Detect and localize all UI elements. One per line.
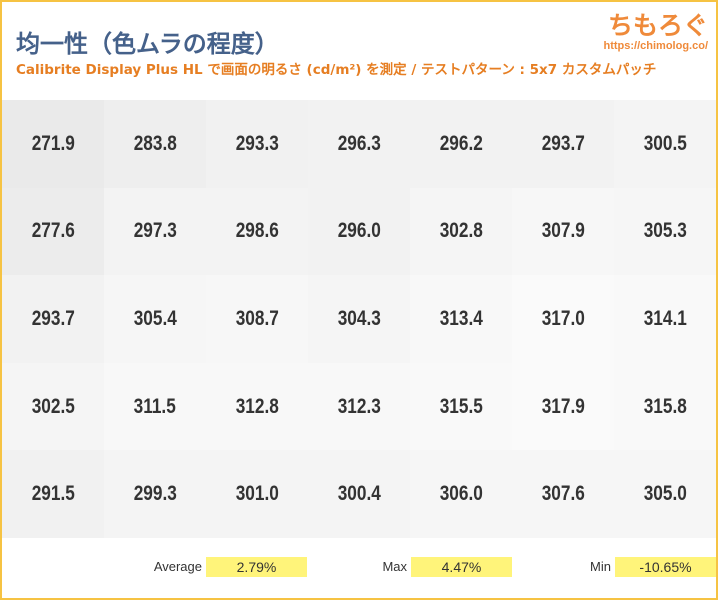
grid-cell: 308.7 (206, 275, 308, 363)
grid-cell: 298.6 (206, 187, 308, 276)
cell-value: 308.7 (235, 306, 279, 330)
cell-value: 298.6 (235, 219, 279, 243)
logo-mark: ちもろぐ (607, 11, 708, 40)
cell-value: 314.1 (643, 306, 687, 330)
cell-value: 311.5 (133, 394, 177, 418)
cell-value: 317.9 (541, 394, 585, 418)
grid-cell: 297.3 (104, 187, 206, 276)
grid-cell: 293.3 (206, 100, 308, 188)
grid-cell: 304.3 (308, 275, 410, 363)
grid-cell: 301.0 (206, 450, 308, 538)
cell-value: 296.3 (337, 131, 381, 155)
grid-cell: 299.3 (104, 450, 206, 538)
page-subtitle: Calibrite Display Plus HL で画面の明るさ (cd/m²… (16, 62, 657, 78)
cell-value: 304.3 (337, 306, 381, 330)
cell-value: 305.3 (643, 219, 687, 243)
grid-cell: 312.3 (308, 362, 410, 451)
grid-cell: 283.8 (104, 100, 206, 188)
cell-value: 315.5 (439, 394, 483, 418)
grid-cell: 314.1 (614, 275, 716, 363)
cell-value: 315.8 (643, 394, 687, 418)
average-value: 2.79% (206, 557, 307, 577)
grid-cell: 296.3 (308, 100, 410, 188)
grid-cell: 317.9 (512, 362, 614, 451)
cell-value: 313.4 (439, 306, 483, 330)
grid-cell: 312.8 (206, 362, 308, 451)
cell-value: 297.3 (133, 219, 177, 243)
grid-cell: 305.0 (614, 450, 716, 538)
cell-value: 302.8 (439, 219, 483, 243)
average-label: Average (153, 559, 202, 574)
grid-cell: 307.6 (512, 450, 614, 538)
grid-cell: 315.8 (614, 362, 716, 451)
cell-value: 302.5 (31, 394, 75, 418)
cell-value: 293.3 (235, 131, 279, 155)
logo-url: https://chimolog.co/ (603, 40, 709, 52)
grid-cell: 293.7 (2, 275, 104, 363)
grid-cell: 296.2 (410, 100, 512, 188)
cell-value: 293.7 (31, 306, 75, 330)
grid-cell: 305.3 (614, 187, 716, 276)
cell-value: 305.4 (133, 306, 177, 330)
cell-value: 300.5 (643, 131, 687, 155)
grid-cell: 277.6 (2, 187, 104, 276)
grid-cell: 315.5 (410, 362, 512, 451)
grid-cell: 313.4 (410, 275, 512, 363)
cell-value: 283.8 (133, 131, 177, 155)
grid-cell: 300.4 (308, 450, 410, 538)
cell-value: 317.0 (541, 306, 585, 330)
grid-cell: 317.0 (512, 275, 614, 363)
cell-value: 306.0 (439, 482, 483, 506)
grid-cell: 311.5 (104, 362, 206, 451)
cell-value: 277.6 (31, 219, 75, 243)
min-label: Min (590, 559, 611, 574)
grid-cell: 302.5 (2, 362, 104, 451)
grid-cell: 293.7 (512, 100, 614, 188)
cell-value: 300.4 (337, 482, 381, 506)
min-value: -10.65% (615, 557, 716, 577)
cell-value: 307.9 (541, 219, 585, 243)
grid-cell: 296.0 (308, 187, 410, 276)
max-value: 4.47% (411, 557, 512, 577)
cell-value: 312.3 (337, 394, 381, 418)
grid-cell: 271.9 (2, 100, 104, 188)
cell-value: 271.9 (31, 131, 75, 155)
page-title: 均一性（色ムラの程度） (16, 30, 279, 58)
cell-value: 296.2 (439, 131, 483, 155)
max-label: Max (382, 559, 407, 574)
cell-value: 305.0 (643, 482, 687, 506)
grid-cell: 291.5 (2, 450, 104, 538)
grid-cell: 300.5 (614, 100, 716, 188)
cell-value: 291.5 (31, 482, 75, 506)
cell-value: 307.6 (541, 482, 585, 506)
site-logo: ちもろぐ https://chimolog.co/ (604, 6, 709, 52)
cell-value: 312.8 (235, 394, 279, 418)
grid-cell: 306.0 (410, 450, 512, 538)
cell-value: 293.7 (541, 131, 585, 155)
stats-row: Average 2.79% Max 4.47% Min -10.65% (0, 557, 718, 577)
grid-cell: 307.9 (512, 187, 614, 276)
uniformity-grid: 271.9 283.8 293.3 296.3 296.2 293.7 300.5 277.6… (2, 100, 716, 538)
cell-value: 299.3 (133, 482, 177, 506)
grid-cell: 305.4 (104, 275, 206, 363)
cell-value: 301.0 (235, 482, 279, 506)
cell-value: 296.0 (337, 219, 381, 243)
grid-cell: 302.8 (410, 187, 512, 276)
